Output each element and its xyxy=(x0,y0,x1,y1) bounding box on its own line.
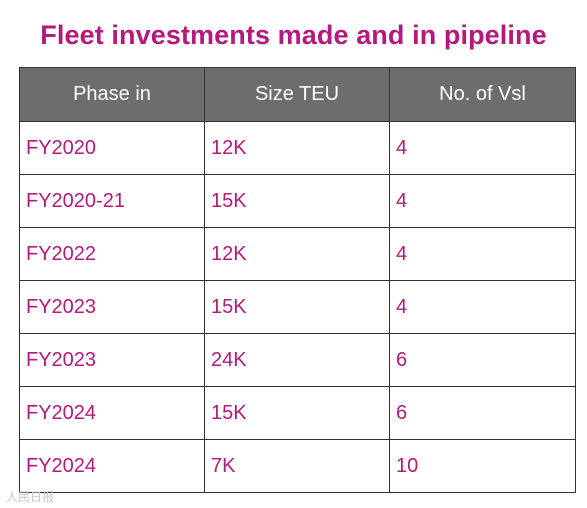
table-header-row: Phase in Size TEU No. of Vsl xyxy=(19,67,576,122)
table-row: FY2023 24K 6 xyxy=(19,333,576,387)
cell-size-teu: 24K xyxy=(204,333,390,387)
cell-phase-in: FY2024 xyxy=(19,439,205,493)
cell-no-of-vsl: 6 xyxy=(389,386,576,440)
table-row: FY2023 15K 4 xyxy=(19,280,576,334)
header-phase-in: Phase in xyxy=(19,67,205,122)
cell-no-of-vsl: 4 xyxy=(389,280,576,334)
cell-phase-in: FY2023 xyxy=(19,280,205,334)
header-no-of-vsl: No. of Vsl xyxy=(389,67,576,122)
cell-phase-in: FY2022 xyxy=(19,227,205,281)
page-title: Fleet investments made and in pipeline xyxy=(40,20,547,50)
cell-size-teu: 15K xyxy=(204,386,390,440)
table-row: FY2022 12K 4 xyxy=(19,227,576,281)
cell-size-teu: 15K xyxy=(204,174,390,228)
cell-phase-in: FY2020 xyxy=(19,121,205,175)
cell-no-of-vsl: 6 xyxy=(389,333,576,387)
cell-size-teu: 15K xyxy=(204,280,390,334)
table-row: FY2020-21 15K 4 xyxy=(19,174,576,228)
cell-no-of-vsl: 4 xyxy=(389,227,576,281)
fleet-table: Phase in Size TEU No. of Vsl FY2020 12K … xyxy=(19,67,576,493)
table-row: FY2024 15K 6 xyxy=(19,386,576,440)
cell-no-of-vsl: 10 xyxy=(389,439,576,493)
cell-phase-in: FY2023 xyxy=(19,333,205,387)
cell-size-teu: 12K xyxy=(204,121,390,175)
watermark: 人民日报 xyxy=(6,490,55,504)
cell-no-of-vsl: 4 xyxy=(389,174,576,228)
table-row: FY2024 7K 10 xyxy=(19,439,576,493)
table-row: FY2020 12K 4 xyxy=(19,121,576,175)
header-size-teu: Size TEU xyxy=(204,67,390,122)
cell-size-teu: 12K xyxy=(204,227,390,281)
cell-phase-in: FY2024 xyxy=(19,386,205,440)
cell-size-teu: 7K xyxy=(204,439,390,493)
cell-phase-in: FY2020-21 xyxy=(19,174,205,228)
cell-no-of-vsl: 4 xyxy=(389,121,576,175)
